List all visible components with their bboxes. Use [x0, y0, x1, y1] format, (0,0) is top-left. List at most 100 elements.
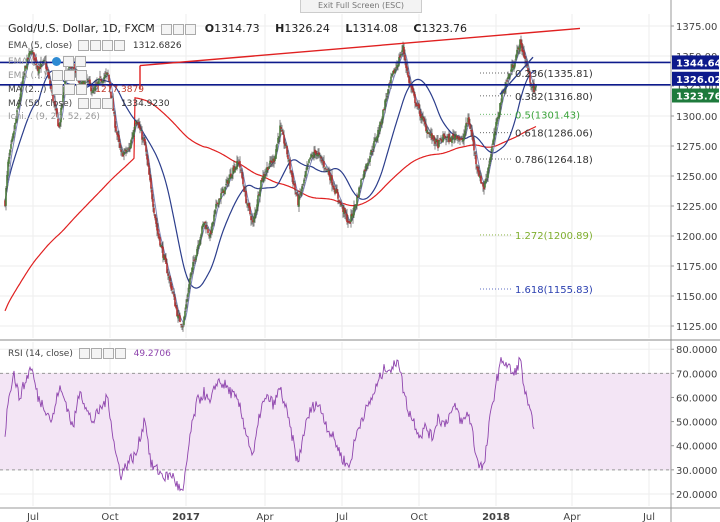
indicator-buttons[interactable]	[52, 56, 87, 67]
candle-body	[400, 54, 402, 56]
price-tick-label: 1200.00	[676, 232, 717, 243]
settings-icon[interactable]	[64, 84, 76, 95]
candle-body	[285, 144, 287, 146]
candle-body	[250, 216, 252, 221]
price-markers: 1344.64 1326.02 1323.76	[672, 55, 720, 103]
indicator-buttons[interactable]	[52, 84, 88, 95]
candle-body	[268, 166, 270, 169]
candle-body	[170, 282, 172, 289]
candle-body	[79, 83, 81, 85]
candle-body	[314, 149, 316, 154]
candle-body	[384, 100, 386, 110]
hidden-eye-icon[interactable]	[52, 57, 62, 66]
eye-toggle-icon[interactable]	[161, 24, 173, 35]
candle-body	[275, 149, 277, 159]
indicator-buttons[interactable]	[52, 70, 88, 81]
header-icon-buttons[interactable]	[161, 23, 197, 36]
candle-body	[149, 173, 151, 181]
more-icon[interactable]	[114, 348, 126, 359]
more-icon[interactable]	[114, 40, 125, 51]
candle-body	[178, 314, 180, 317]
chart-header: Gold/U.S. Dollar, 1D, FXCM O1314.73 H132…	[8, 22, 479, 36]
candle-body	[233, 165, 235, 171]
candle-body	[395, 67, 397, 69]
axis-background	[671, 0, 720, 522]
candle-body	[129, 146, 131, 149]
rsi-legend[interactable]: RSI (14, close) 49.2706	[8, 348, 171, 359]
close-icon[interactable]	[102, 40, 113, 51]
candle-body	[358, 187, 360, 198]
candle-body	[26, 58, 28, 70]
candle-body	[520, 39, 522, 45]
candle-body	[407, 71, 409, 77]
settings-icon[interactable]	[90, 40, 101, 51]
candle-body	[278, 136, 280, 139]
close-icon[interactable]	[76, 70, 88, 81]
candle-body	[144, 138, 146, 146]
candle-body	[454, 135, 456, 141]
candle-body	[280, 127, 282, 129]
settings-icon[interactable]	[173, 24, 185, 35]
candle-body	[152, 198, 154, 207]
indicator-legend-ma50[interactable]: MA (50, close) 1334.9230	[8, 98, 170, 109]
candle-body	[224, 186, 226, 195]
candle-body	[460, 138, 462, 140]
candle-body	[214, 209, 216, 215]
indicator-buttons[interactable]	[78, 40, 126, 51]
candle-body	[419, 110, 421, 117]
visibility-icon[interactable]	[52, 84, 64, 95]
visibility-icon[interactable]	[78, 40, 89, 51]
candle-body	[531, 87, 533, 89]
candle-body	[360, 179, 362, 187]
candle-body	[497, 116, 499, 119]
visibility-icon[interactable]	[78, 98, 90, 109]
price-marker-box	[672, 55, 719, 70]
ma-50-line	[4, 69, 537, 289]
candle-body	[63, 86, 65, 95]
candle-body	[210, 230, 212, 234]
candle-body	[466, 122, 468, 124]
indicator-legend-ma200[interactable]: MA (2…) 1277.3879	[8, 84, 144, 95]
indicator-legend-ichimoku[interactable]: Ichi… (9, 26, 52, 26)	[8, 112, 100, 122]
close-icon[interactable]	[76, 84, 88, 95]
price-marker-box	[672, 88, 719, 103]
settings-icon[interactable]	[90, 98, 102, 109]
visibility-icon[interactable]	[78, 348, 90, 359]
settings-icon[interactable]	[90, 348, 102, 359]
close-icon[interactable]	[185, 24, 197, 35]
candle-body	[487, 168, 489, 178]
candle-body	[175, 304, 177, 309]
candle-body	[484, 181, 486, 188]
candle-body	[376, 136, 378, 142]
indicator-legend-ema3[interactable]: EMA (…)	[8, 70, 88, 81]
candle-body	[179, 315, 181, 323]
indicator-buttons[interactable]	[78, 98, 114, 109]
symbol-title[interactable]: Gold/U.S. Dollar, 1D, FXCM	[8, 22, 155, 35]
candle-body	[145, 145, 147, 152]
close-icon[interactable]	[102, 348, 114, 359]
candle-body	[183, 316, 185, 325]
candle-body	[446, 136, 448, 138]
candle-body	[115, 126, 117, 132]
candle-body	[310, 154, 312, 158]
settings-icon[interactable]	[64, 70, 76, 81]
close-icon[interactable]	[75, 56, 87, 67]
settings-icon[interactable]	[63, 56, 75, 67]
candle-body	[414, 94, 416, 104]
exit-fullscreen-button[interactable]: Exit Full Screen (ESC)	[300, 0, 422, 13]
indicator-legend-ema2[interactable]: EMA (…)	[8, 56, 87, 67]
candle-body	[18, 102, 20, 108]
close-icon[interactable]	[102, 98, 114, 109]
candle-body	[319, 155, 321, 157]
candle-body	[25, 66, 27, 69]
visibility-icon[interactable]	[52, 70, 64, 81]
indicator-legend-ema5[interactable]: EMA (5, close) 1312.6826	[8, 40, 182, 51]
rsi-buttons[interactable]	[78, 348, 127, 359]
candle-body	[375, 139, 377, 140]
candle-body	[14, 122, 16, 130]
candle-body	[343, 208, 345, 214]
rsi-band-fill	[0, 373, 671, 470]
candle-body	[153, 207, 155, 214]
